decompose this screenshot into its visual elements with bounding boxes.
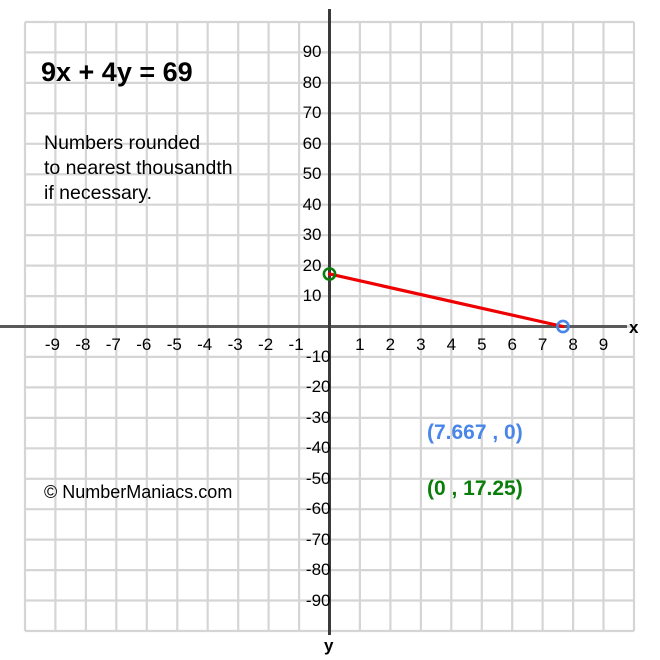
y-tick-label: 90 — [302, 42, 322, 62]
x-tick-label: 6 — [507, 334, 517, 354]
x-tick-label: 4 — [446, 334, 457, 354]
y-tick-label: 80 — [302, 72, 322, 92]
x-tick-label: -7 — [105, 334, 121, 354]
x-tick-label: 9 — [598, 334, 609, 354]
x-tick-label: -3 — [227, 334, 243, 354]
rounding-note: Numbers rounded to nearest thousandth if… — [44, 132, 233, 204]
y-tick-label: 60 — [302, 133, 322, 153]
x-tick-label: -9 — [44, 334, 60, 354]
y-intercept-label: (0 , 17.25) — [427, 477, 523, 500]
x-intercept-label: (7.667 , 0) — [427, 421, 523, 444]
x-tick-label: 5 — [477, 334, 487, 354]
y-tick-label: 20 — [302, 255, 322, 275]
y-tick-label: 10 — [302, 286, 322, 306]
x-tick-label: 7 — [537, 334, 548, 354]
x-tick-label: -1 — [288, 334, 304, 354]
x-tick-label: -4 — [197, 334, 213, 354]
y-tick-label: -10 — [305, 346, 331, 366]
y-tick-label: 40 — [302, 194, 322, 214]
y-tick-label: -80 — [305, 560, 331, 580]
y-axis-label: y — [324, 636, 334, 655]
copyright-text: © NumberManiacs.com — [44, 482, 233, 502]
y-tick-label: -60 — [305, 499, 331, 519]
x-tick-label: 3 — [416, 334, 426, 354]
y-tick-label: -90 — [305, 590, 331, 610]
x-tick-label: 1 — [355, 334, 365, 354]
y-tick-label: 70 — [302, 103, 322, 123]
x-tick-label: 2 — [385, 334, 396, 354]
x-axis-label: x — [629, 318, 639, 337]
x-tick-label: -8 — [75, 334, 91, 354]
y-tick-label: -40 — [305, 438, 331, 458]
y-tick-label: -50 — [305, 468, 331, 488]
y-tick-label: -30 — [305, 407, 331, 427]
x-tick-label: -2 — [258, 334, 274, 354]
equation-title: 9x + 4y = 69 — [41, 57, 193, 87]
y-tick-label: 30 — [302, 225, 322, 245]
y-tick-label: -70 — [305, 529, 331, 549]
x-tick-label: -6 — [136, 334, 152, 354]
x-tick-label: 8 — [568, 334, 578, 354]
y-tick-label: -20 — [305, 377, 331, 397]
x-axis-line — [0, 325, 627, 328]
x-tick-label: -5 — [166, 334, 182, 354]
y-tick-label: 50 — [302, 164, 322, 184]
